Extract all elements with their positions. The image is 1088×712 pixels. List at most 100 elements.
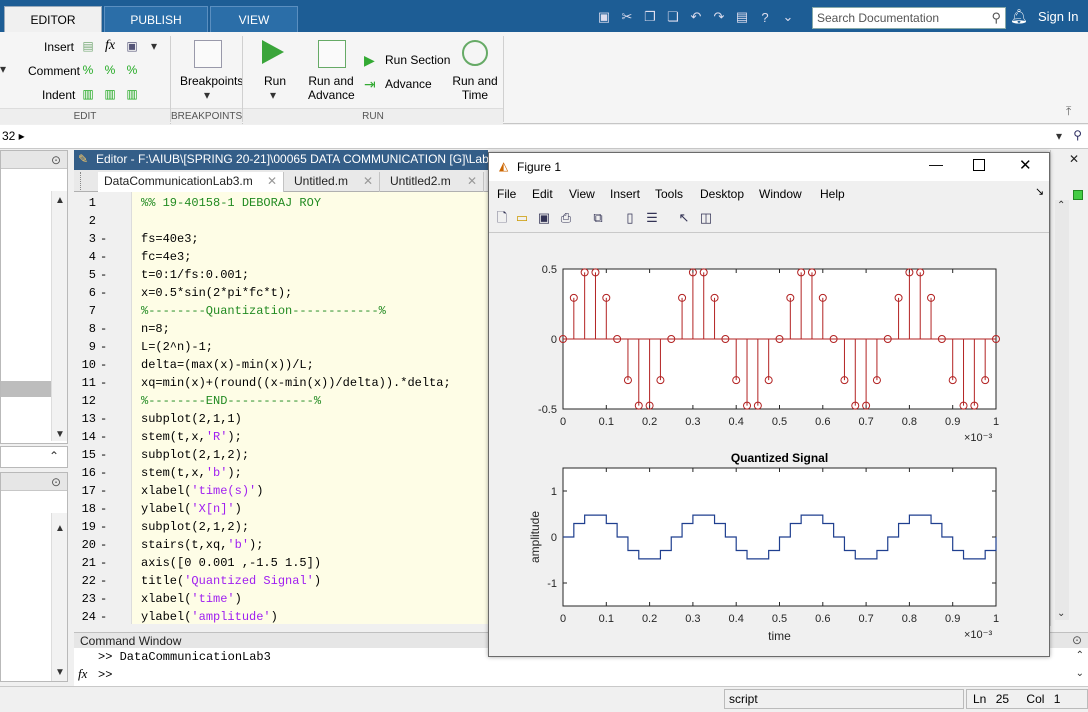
save-figure-icon[interactable]: ▣ [537,210,551,225]
tab-untitled2[interactable]: Untitled2.m ✕ [384,172,484,192]
code-line[interactable]: xlabel('time(s)') [141,484,264,498]
vertical-scrollbar[interactable] [51,191,67,441]
breakpoint-marker[interactable]: - [100,520,108,534]
code-line[interactable]: fs=40e3; [141,232,199,246]
tab-untitled[interactable]: Untitled.m ✕ [288,172,380,192]
vertical-scrollbar[interactable] [51,513,67,681]
code-line[interactable]: delta=(max(x)-min(x))/L; [141,358,314,372]
menu-desktop[interactable]: Desktop [700,187,745,201]
options-chevron-icon[interactable]: ⌄ [782,9,794,24]
breakpoint-marker[interactable]: - [100,376,108,390]
insert-menu-chevron-icon[interactable]: ▾ [150,39,158,53]
insert-section-icon[interactable]: ▤ [82,39,94,53]
code-line[interactable]: subplot(2,1,2); [141,448,250,462]
breakpoint-marker[interactable]: - [100,484,108,498]
breakpoints-chevron-icon[interactable]: ▾ [204,88,211,102]
edit-plot-icon[interactable]: ↖ [678,210,690,225]
comment-label[interactable]: Comment [28,64,81,78]
breakpoints-button[interactable]: Breakpoints [180,74,244,88]
help-icon[interactable]: ? [761,9,769,25]
code-line[interactable]: ylabel('amplitude') [141,610,278,624]
breakpoint-marker[interactable]: - [100,610,108,624]
run-chevron-icon[interactable]: ▾ [270,88,277,102]
vertical-scrollbar[interactable] [1055,200,1069,620]
copy-icon[interactable]: ❐ [644,9,656,24]
scroll-up-icon[interactable]: ▲ [55,523,65,534]
redo-icon[interactable]: ↷ [713,9,725,24]
function-browser-icon[interactable]: fx [78,666,88,681]
minimize-icon[interactable]: — [929,156,943,172]
uncomment-icon[interactable]: % [104,63,116,77]
code-line[interactable]: axis([0 0.001 ,-1.5 1.5]) [141,556,322,570]
menu-edit[interactable]: Edit [532,187,553,201]
menu-file[interactable]: File [497,187,517,201]
insert-colorbar-icon[interactable]: ▯ [626,210,634,225]
breakpoint-marker[interactable]: - [100,556,108,570]
run-and-time-icon[interactable] [462,40,488,66]
indent-label[interactable]: Indent [42,88,76,102]
run-and-time-button[interactable]: Run and Time [452,74,498,102]
undo-icon[interactable]: ↶ [690,9,702,24]
search-icon[interactable]: ⚲ [991,10,1001,25]
scroll-up-icon[interactable]: ▲ [55,195,65,206]
code-line[interactable]: subplot(2,1,1) [141,412,242,426]
insert-legend-icon[interactable]: ☰ [646,210,658,225]
tab-publish[interactable]: PUBLISH [104,6,208,32]
link-plot-icon[interactable]: ⧉ [593,210,603,225]
close-editor-icon[interactable]: ✕ [1069,152,1080,166]
menu-tools[interactable]: Tools [655,187,684,201]
breakpoint-marker[interactable]: - [100,232,108,246]
print-icon[interactable]: ⎙ [560,210,572,225]
property-editor-icon[interactable]: ◫ [699,210,713,225]
smart-indent-icon[interactable]: ▥ [82,87,94,101]
breakpoint-marker[interactable]: - [100,538,108,552]
code-line[interactable]: x=0.5*sin(2*pi*fc*t); [141,286,293,300]
command-prompt[interactable]: >> [98,668,113,682]
scroll-up-icon[interactable]: ⌃ [1075,650,1084,661]
breakpoint-marker[interactable]: - [100,322,108,336]
breakpoint-marker[interactable]: - [100,592,108,606]
breakpoint-marker[interactable]: - [100,502,108,516]
folder-dropdown-icon[interactable]: ▾ [1055,129,1062,143]
close-tab-icon[interactable]: ✕ [362,174,373,188]
paste-icon[interactable]: ❏ [667,9,679,24]
breakpoint-marker[interactable]: - [100,250,108,264]
panel-options-icon[interactable]: ⊙ [50,153,61,167]
run-icon[interactable] [262,40,284,64]
code-line[interactable]: %% 19-40158-1 DEBORAJ ROY [141,196,322,210]
sign-in-link[interactable]: Sign In [1038,9,1079,24]
breakpoint-marker[interactable]: - [100,574,108,588]
advance-button[interactable]: Advance [385,77,432,91]
close-tab-icon[interactable]: ✕ [266,174,277,188]
breakpoint-marker[interactable]: - [100,466,108,480]
breakpoint-marker[interactable]: - [100,286,108,300]
advance-icon[interactable]: ⇥ [364,76,376,92]
maximize-icon[interactable] [973,159,985,171]
close-tab-icon[interactable]: ✕ [466,174,477,188]
code-line[interactable]: %--------END------------% [141,394,322,408]
tab-view[interactable]: VIEW [210,6,298,32]
code-analyzer-status-icon[interactable] [1073,190,1083,200]
collapsed-group-chevron-icon[interactable]: ▾ [0,62,7,76]
scroll-up-icon[interactable]: ⌃ [1057,200,1066,211]
dock-figure-icon[interactable]: ↘ [1035,186,1045,198]
selected-file-row[interactable] [1,381,51,397]
insert-function-icon[interactable]: fx [104,38,116,53]
cut-icon[interactable]: ✂ [621,9,633,24]
current-folder-bar[interactable]: 32 ▸ ▾ ⚲ [0,125,1088,149]
code-line[interactable]: stairs(t,xq,'b'); [141,538,264,552]
tab-datacommunicationlab3[interactable]: DataCommunicationLab3.m ✕ [98,172,284,192]
menu-insert[interactable]: Insert [610,187,641,201]
panel-options-icon[interactable]: ⊙ [1071,633,1082,647]
collapse-ribbon-icon[interactable]: ⤒ [1066,104,1072,118]
scroll-down-icon[interactable]: ⌄ [1075,668,1084,679]
panel-options-icon[interactable]: ⊙ [50,475,61,489]
breakpoint-marker[interactable]: - [100,268,108,282]
run-button[interactable]: Run [264,74,287,88]
run-section-icon[interactable]: ▶ [364,52,375,68]
code-line[interactable]: xlabel('time') [141,592,242,606]
folder-search-icon[interactable]: ⚲ [1073,128,1082,142]
code-line[interactable]: t=0:1/fs:0.001; [141,268,250,282]
breakpoint-marker[interactable]: - [100,358,108,372]
tab-editor[interactable]: EDITOR [4,6,102,32]
